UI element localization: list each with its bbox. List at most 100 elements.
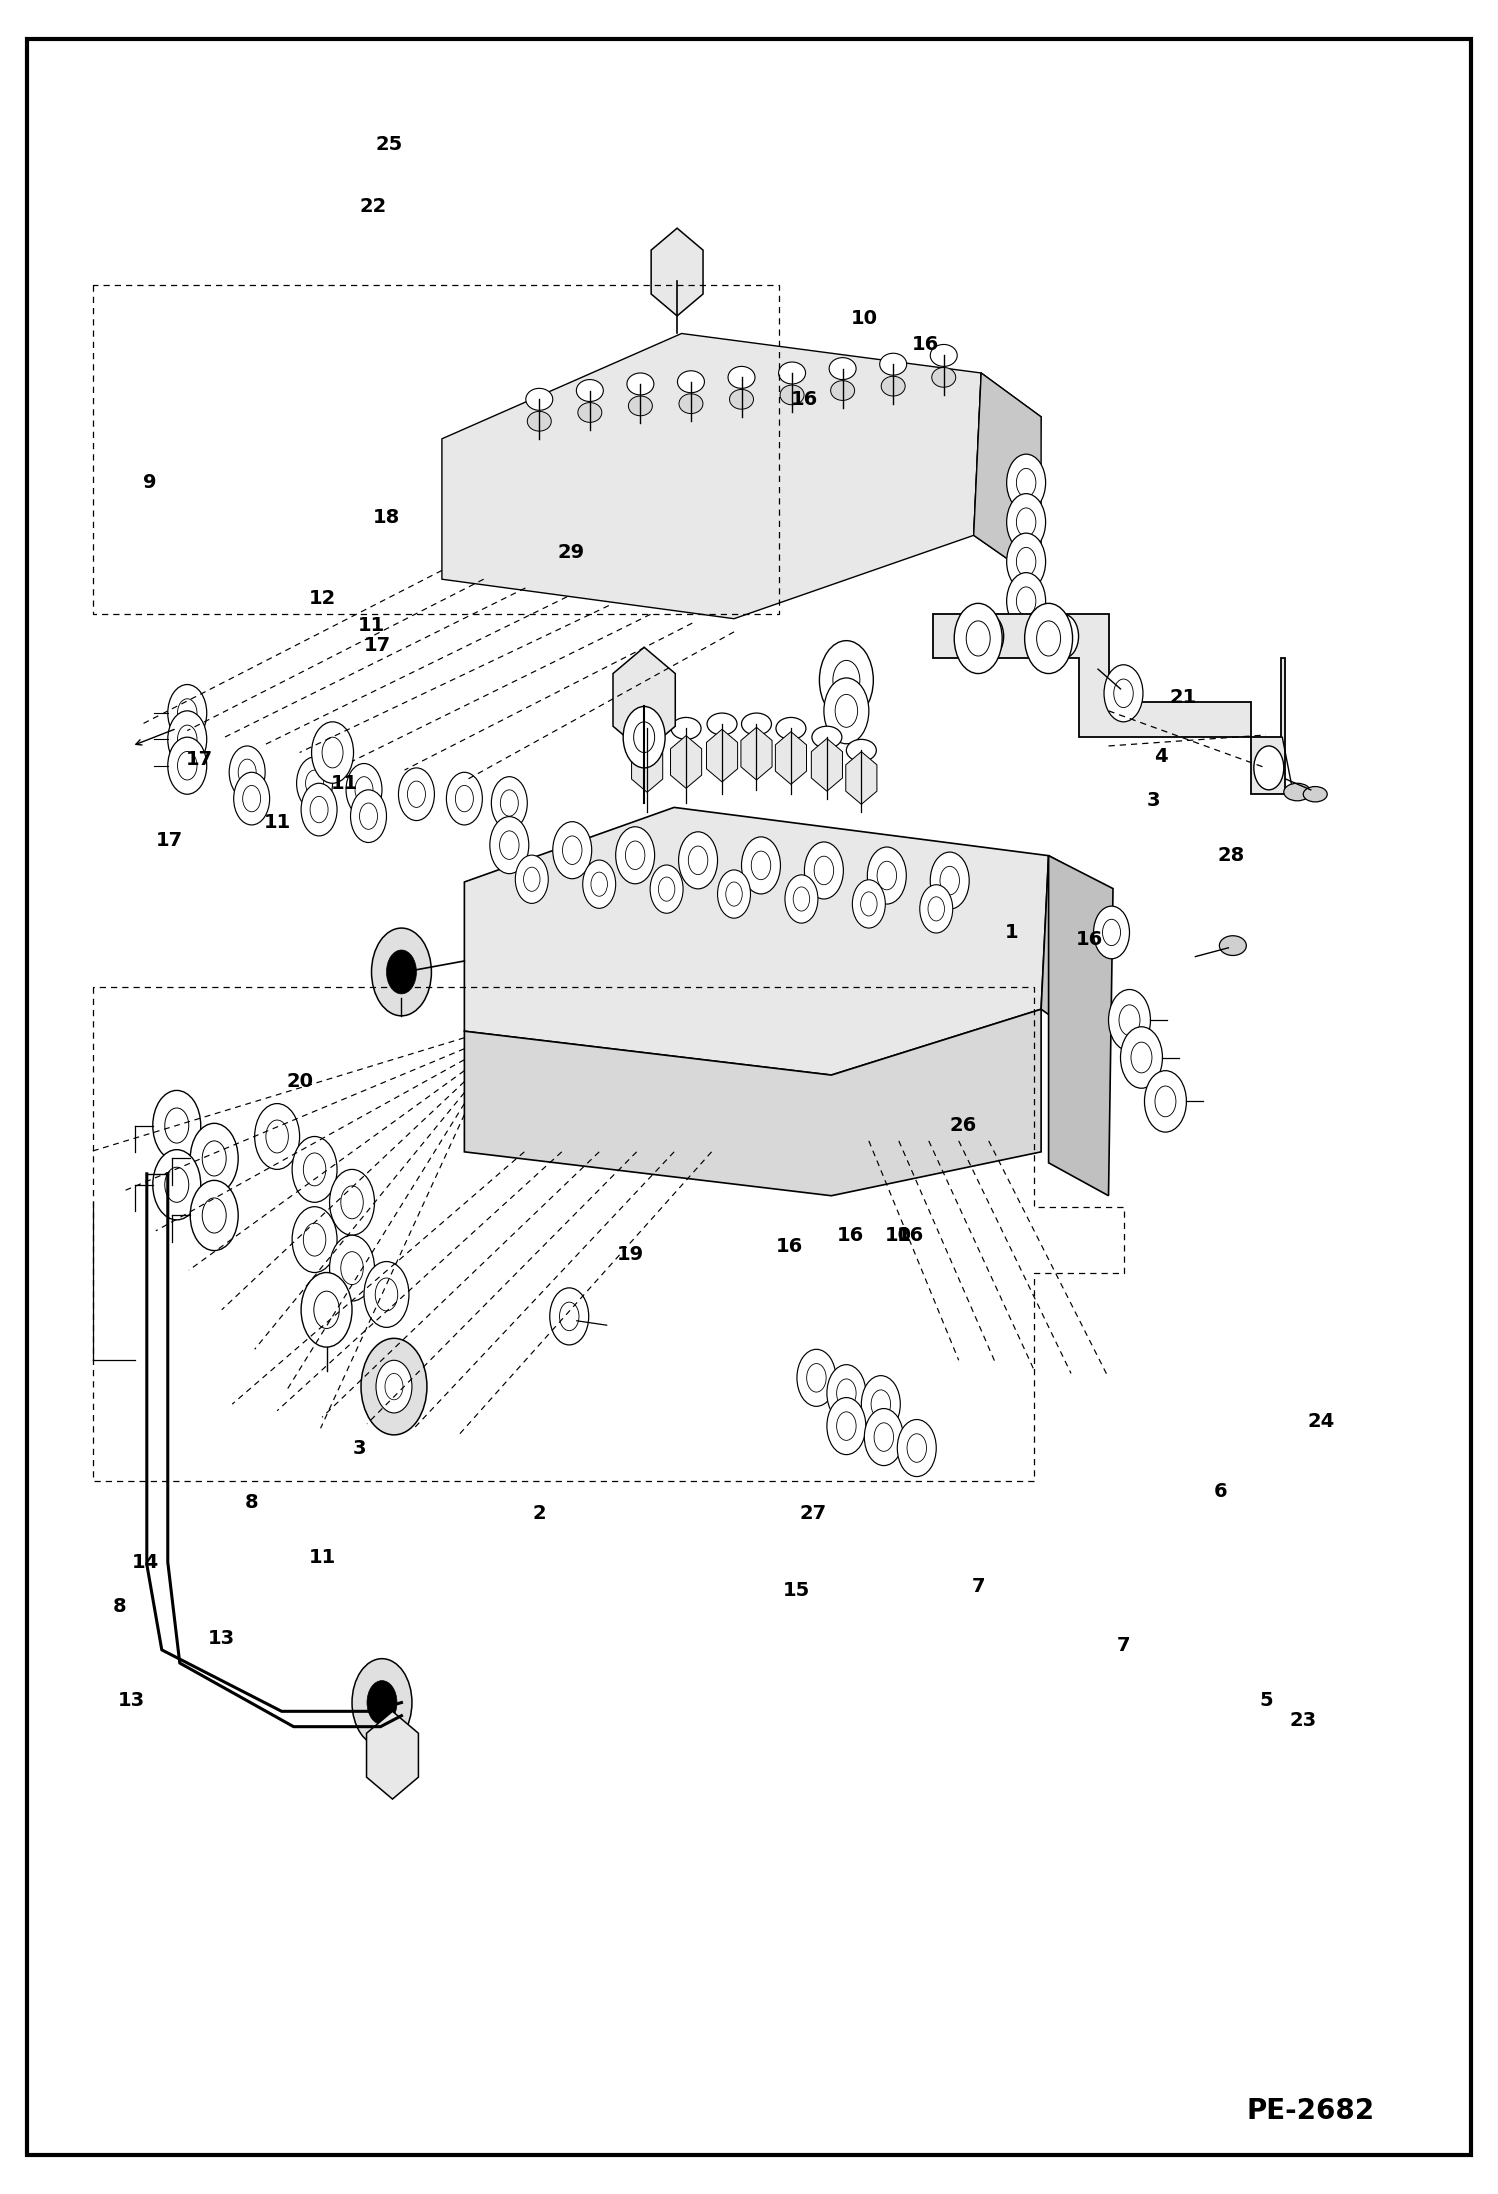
Circle shape (292, 1207, 337, 1273)
Polygon shape (933, 614, 1285, 794)
Circle shape (897, 1420, 936, 1477)
Text: 3: 3 (352, 1439, 367, 1457)
Ellipse shape (930, 344, 957, 366)
Text: 25: 25 (376, 136, 403, 154)
Text: 9: 9 (142, 474, 157, 491)
Text: 11: 11 (331, 774, 358, 792)
Polygon shape (974, 373, 1041, 579)
Circle shape (827, 1365, 866, 1422)
Circle shape (346, 764, 382, 816)
Text: 16: 16 (897, 1226, 924, 1244)
Circle shape (852, 880, 885, 928)
Circle shape (255, 1104, 300, 1169)
Circle shape (1144, 1071, 1186, 1132)
Text: 10: 10 (885, 1226, 912, 1244)
Circle shape (490, 816, 529, 873)
Text: 16: 16 (837, 1226, 864, 1244)
Ellipse shape (677, 371, 704, 393)
Circle shape (623, 706, 665, 768)
Text: 11: 11 (309, 1549, 336, 1567)
Text: 24: 24 (1308, 1413, 1335, 1430)
Ellipse shape (632, 717, 662, 739)
Ellipse shape (578, 404, 602, 421)
Circle shape (785, 875, 818, 924)
Ellipse shape (780, 384, 804, 404)
Circle shape (364, 1262, 409, 1327)
Text: 10: 10 (851, 309, 878, 327)
Circle shape (351, 790, 386, 842)
Ellipse shape (1284, 783, 1311, 801)
Ellipse shape (776, 717, 806, 739)
Text: 13: 13 (118, 1692, 145, 1709)
Text: 11: 11 (264, 814, 291, 832)
Circle shape (819, 641, 873, 720)
Text: 5: 5 (1258, 1692, 1273, 1709)
Text: 21: 21 (1170, 689, 1197, 706)
Circle shape (864, 1409, 903, 1466)
Ellipse shape (707, 713, 737, 735)
Circle shape (1094, 906, 1129, 959)
Ellipse shape (671, 717, 701, 739)
Text: 3: 3 (1146, 792, 1161, 810)
Text: 16: 16 (1076, 930, 1103, 948)
Circle shape (515, 856, 548, 904)
Text: 16: 16 (776, 1237, 803, 1255)
Text: 19: 19 (617, 1246, 644, 1264)
Ellipse shape (730, 388, 753, 408)
Circle shape (168, 685, 207, 742)
Ellipse shape (527, 410, 551, 430)
Circle shape (398, 768, 434, 821)
Circle shape (1121, 1027, 1162, 1088)
Circle shape (827, 1398, 866, 1455)
Circle shape (153, 1090, 201, 1161)
Text: 23: 23 (1290, 1711, 1317, 1729)
Ellipse shape (830, 382, 854, 402)
Circle shape (679, 832, 718, 889)
Text: 20: 20 (286, 1073, 313, 1090)
Circle shape (312, 722, 354, 783)
Ellipse shape (742, 713, 771, 735)
Circle shape (367, 1681, 397, 1724)
Circle shape (867, 847, 906, 904)
Ellipse shape (830, 358, 857, 380)
Ellipse shape (779, 362, 806, 384)
Circle shape (1025, 603, 1073, 674)
Circle shape (583, 860, 616, 908)
Circle shape (292, 1136, 337, 1202)
Ellipse shape (932, 369, 956, 388)
Text: 14: 14 (132, 1553, 159, 1571)
Circle shape (372, 928, 431, 1016)
Ellipse shape (526, 388, 553, 410)
Text: 1: 1 (1004, 924, 1019, 941)
Text: 17: 17 (364, 636, 391, 654)
Circle shape (168, 711, 207, 768)
Circle shape (1007, 533, 1046, 590)
Circle shape (861, 1376, 900, 1433)
Circle shape (361, 1338, 427, 1435)
Polygon shape (464, 1009, 1041, 1196)
Text: 2: 2 (532, 1505, 547, 1523)
Circle shape (616, 827, 655, 884)
Text: 29: 29 (557, 544, 584, 562)
Ellipse shape (577, 380, 604, 402)
Circle shape (190, 1180, 238, 1251)
Polygon shape (464, 807, 1049, 1075)
Circle shape (352, 1659, 412, 1746)
Text: 18: 18 (373, 509, 400, 527)
Ellipse shape (812, 726, 842, 748)
Text: 8: 8 (244, 1494, 259, 1512)
Circle shape (168, 737, 207, 794)
Circle shape (1007, 494, 1046, 551)
Circle shape (797, 1349, 836, 1406)
Ellipse shape (1303, 788, 1327, 803)
Text: 13: 13 (208, 1630, 235, 1648)
Text: 22: 22 (360, 197, 386, 215)
Ellipse shape (879, 353, 906, 375)
Text: 8: 8 (112, 1597, 127, 1615)
Ellipse shape (626, 373, 653, 395)
Circle shape (742, 836, 780, 893)
Text: 26: 26 (950, 1117, 977, 1134)
Circle shape (974, 614, 1004, 658)
Text: 7: 7 (1116, 1637, 1131, 1654)
Circle shape (804, 842, 843, 900)
